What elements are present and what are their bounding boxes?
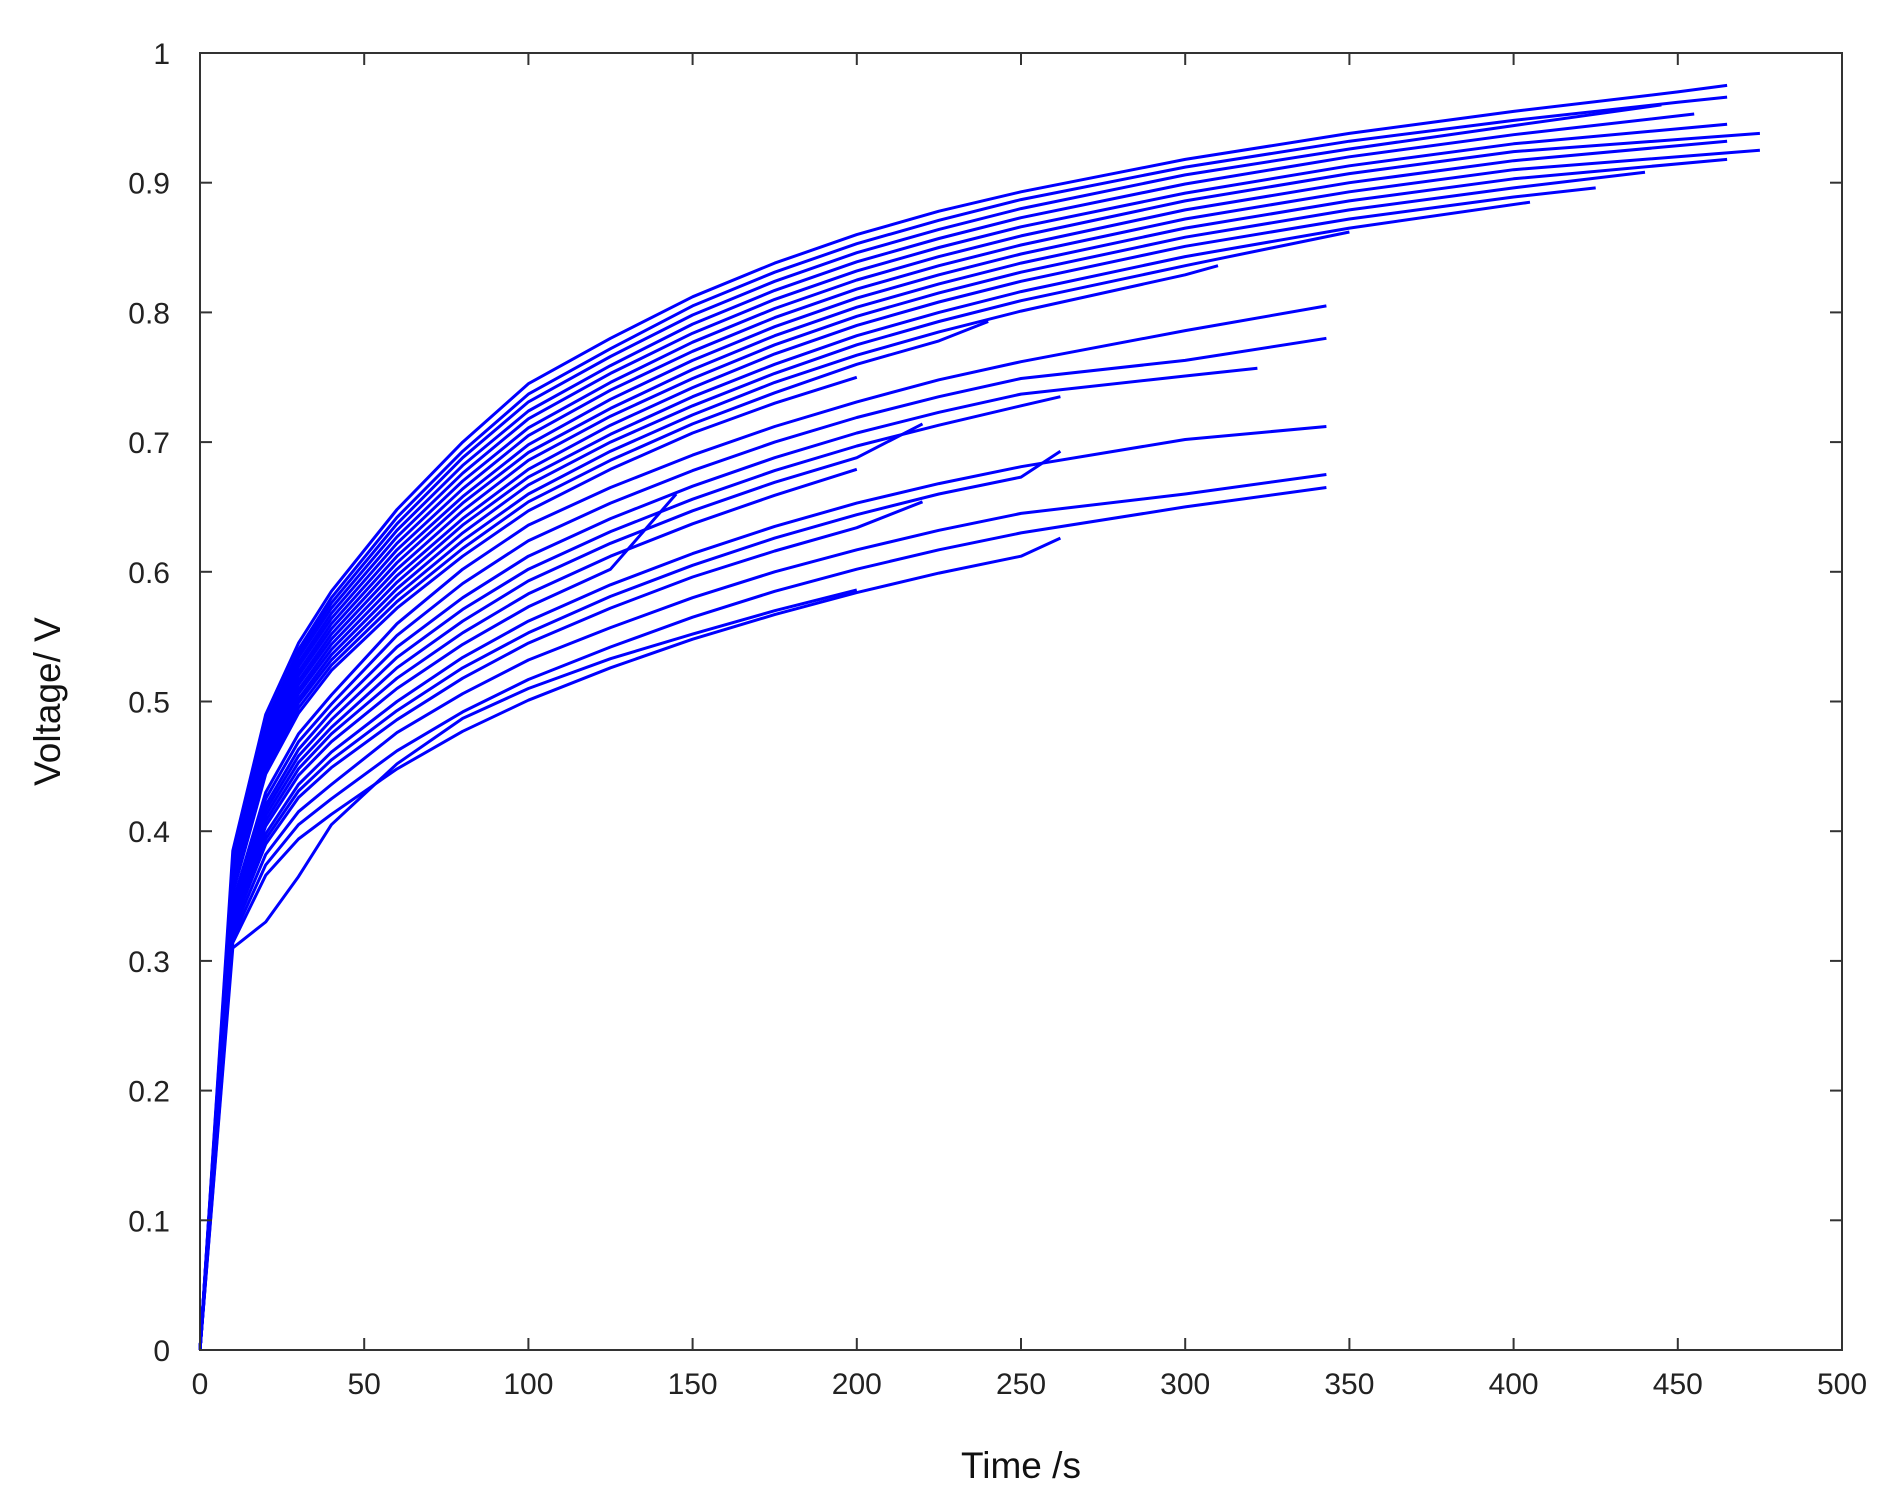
series-line-10 <box>198 170 1646 1351</box>
series-line-6 <box>198 131 1761 1351</box>
series-line-2 <box>198 95 1728 1351</box>
tick-layer: 0 50 100 150 200 250 300 350 400 450 500 0 0.1 0.2 0.3… <box>128 38 1867 1401</box>
series-line-22 <box>198 467 858 1351</box>
x-tick-label: 0 <box>192 1368 209 1401</box>
series-line-19 <box>198 366 1258 1351</box>
y-tick-label: 0.2 <box>128 1076 170 1109</box>
y-tick-label: 0.3 <box>128 946 170 979</box>
series-line-8 <box>198 148 1761 1351</box>
y-tick-label: 0.5 <box>128 687 170 720</box>
x-tick-label: 450 <box>1653 1368 1703 1401</box>
series-line-1 <box>198 83 1728 1351</box>
y-tick-label: 0.4 <box>128 816 170 849</box>
series-line-29 <box>198 536 1062 1351</box>
x-tick-label: 100 <box>503 1368 553 1401</box>
series-line-7 <box>198 139 1728 1351</box>
y-axis-label: Voltage/ V <box>27 617 68 786</box>
y-tick-label: 0.1 <box>128 1205 170 1238</box>
y-tick-label: 0.9 <box>128 168 170 201</box>
series-line-4 <box>198 112 1695 1351</box>
series-line-20 <box>198 395 1061 1351</box>
x-tick-label: 150 <box>668 1368 718 1401</box>
series-line-27 <box>198 473 1327 1351</box>
series-line-12 <box>198 200 1531 1351</box>
x-tick-label: 250 <box>996 1368 1046 1401</box>
y-tick-label: 0 <box>153 1335 170 1368</box>
series-line-5 <box>198 122 1728 1351</box>
series-line-23 <box>198 493 678 1351</box>
y-tick-label: 0.8 <box>128 297 170 330</box>
series-line-17 <box>198 304 1327 1351</box>
series-line-25 <box>198 449 1062 1351</box>
y-tick-label: 1 <box>153 38 170 71</box>
x-tick-label: 50 <box>348 1368 381 1401</box>
x-tick-label: 200 <box>832 1368 882 1401</box>
series-line-16 <box>198 375 858 1351</box>
x-tick-label: 300 <box>1160 1368 1210 1401</box>
x-tick-label: 500 <box>1817 1368 1867 1401</box>
x-tick-label: 350 <box>1324 1368 1374 1401</box>
series-line-15 <box>198 320 989 1351</box>
series-line-3 <box>198 103 1662 1351</box>
series-line-28 <box>198 486 1327 1351</box>
series-line-26 <box>198 500 924 1351</box>
series-line-30 <box>198 588 858 1351</box>
series-line-11 <box>198 186 1596 1351</box>
series-line-9 <box>198 157 1728 1351</box>
series-line-18 <box>198 336 1327 1351</box>
series-line-14 <box>198 264 1219 1351</box>
x-tick-label: 400 <box>1489 1368 1539 1401</box>
series-line-24 <box>198 425 1327 1351</box>
series-line-21 <box>198 422 924 1351</box>
y-tick-label: 0.7 <box>128 427 170 460</box>
y-tick-label: 0.6 <box>128 557 170 590</box>
x-axis-label: Time /s <box>961 1445 1081 1486</box>
series-layer <box>198 83 1761 1351</box>
series-line-13 <box>198 230 1350 1351</box>
